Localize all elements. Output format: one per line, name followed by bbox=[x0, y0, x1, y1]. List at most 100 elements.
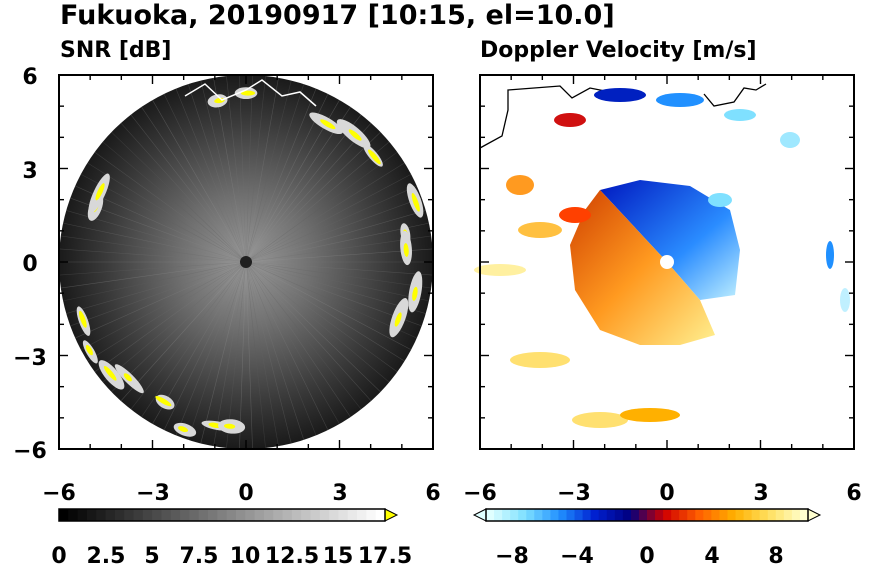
snr-ray bbox=[66, 210, 247, 263]
snr-echo-strong bbox=[403, 243, 409, 257]
snr-ray bbox=[245, 261, 422, 327]
snr-ray bbox=[245, 261, 351, 418]
velocity-echo bbox=[518, 222, 562, 238]
snr-echo-strong bbox=[411, 193, 420, 212]
snr-ray bbox=[245, 261, 340, 425]
snr-colorbar-bin bbox=[96, 509, 107, 521]
snr-ray bbox=[163, 261, 247, 431]
velocity-echo bbox=[554, 113, 586, 127]
snr-ray bbox=[226, 261, 247, 449]
velocity-colorbar-bin bbox=[542, 509, 551, 521]
colorbar-tick-label: −8 bbox=[495, 544, 529, 569]
snr-ray bbox=[60, 261, 247, 289]
velocity-colorbar-bin bbox=[767, 509, 777, 521]
colorbar-tick-label: 12.5 bbox=[265, 544, 319, 569]
snr-ray bbox=[163, 93, 247, 263]
snr-coastline bbox=[184, 79, 317, 107]
snr-echo-strong bbox=[412, 286, 418, 301]
snr-ray bbox=[226, 75, 247, 263]
snr-echo-strong bbox=[348, 129, 362, 141]
velocity-echo bbox=[572, 412, 628, 428]
snr-colorbar-bin bbox=[170, 509, 181, 521]
x-tick-label: 6 bbox=[425, 481, 440, 506]
snr-echo-strong bbox=[78, 310, 87, 328]
velocity-colorbar-tick-labels: −8 −4 0 4 8 bbox=[495, 544, 784, 569]
velocity-colorbar-bin bbox=[550, 509, 559, 521]
x-tick-label: −3 bbox=[136, 481, 170, 506]
velocity-approaching-region bbox=[600, 180, 740, 300]
velocity-colorbar-bin bbox=[783, 509, 793, 521]
snr-ray bbox=[245, 131, 381, 263]
velocity-colorbar-bin bbox=[534, 509, 543, 521]
velocity-colorbar-bin bbox=[518, 509, 527, 521]
velocity-echo bbox=[620, 408, 680, 422]
y-tick-label: 3 bbox=[22, 159, 37, 184]
colorbar-tick-label: 7.5 bbox=[180, 544, 219, 569]
velocity-colorbar-bin bbox=[671, 509, 680, 521]
velocity-colorbar-bin bbox=[791, 509, 801, 521]
snr-colorbar-bin bbox=[254, 509, 265, 521]
velocity-colorbar-bin bbox=[598, 509, 608, 521]
snr-ray bbox=[245, 261, 317, 436]
snr-panel: SNR [dB] 6 3 0 −3 −6 −6 −3 0 3 6 0 bbox=[13, 38, 441, 569]
snr-ray bbox=[87, 162, 247, 263]
velocity-colorbar-bin bbox=[502, 509, 511, 521]
x-tick-label: 0 bbox=[659, 481, 674, 506]
snr-ray bbox=[245, 173, 412, 263]
velocity-colorbar-extend-max bbox=[807, 508, 822, 522]
snr-ray bbox=[245, 261, 362, 410]
snr-ray bbox=[245, 75, 266, 263]
snr-echo-strong bbox=[223, 423, 236, 429]
snr-ray bbox=[187, 84, 247, 263]
snr-ray bbox=[59, 261, 247, 276]
snr-colorbar-bin bbox=[226, 509, 237, 521]
snr-colorbar-bin bbox=[375, 509, 386, 521]
snr-ray bbox=[75, 185, 247, 263]
colorbar-tick-label: 4 bbox=[704, 544, 719, 569]
velocity-echo bbox=[559, 207, 591, 223]
snr-colorbar-bin bbox=[124, 509, 135, 521]
velocity-panel: Doppler Velocity [m/s] −6 −3 0 3 6 −8 −4… bbox=[463, 38, 862, 569]
x-tick-label: −6 bbox=[463, 481, 497, 506]
snr-ray bbox=[245, 88, 317, 263]
velocity-colorbar-bin bbox=[663, 509, 672, 521]
snr-colorbar-bin bbox=[319, 509, 330, 521]
colorbar-tick-label: 2.5 bbox=[87, 544, 126, 569]
velocity-colorbar-bin bbox=[606, 509, 616, 521]
snr-ray bbox=[245, 185, 417, 263]
colorbar-tick-label: 0 bbox=[639, 544, 654, 569]
snr-ray bbox=[102, 261, 247, 383]
snr-colorbar-bin bbox=[235, 509, 246, 521]
x-tick-label: 0 bbox=[238, 481, 253, 506]
velocity-colorbar-bin bbox=[695, 509, 704, 521]
colorbar-tick-label: 8 bbox=[768, 544, 783, 569]
snr-ray bbox=[245, 77, 279, 263]
snr-ray bbox=[175, 261, 247, 436]
snr-ray bbox=[245, 261, 381, 393]
snr-colorbar-bin bbox=[357, 509, 367, 521]
snr-colorbar-bin bbox=[198, 509, 209, 521]
velocity-colorbar-bin bbox=[582, 509, 592, 521]
figure-title: Fukuoka, 20190917 [10:15, el=10.0] bbox=[60, 0, 615, 31]
snr-clutter-echoes bbox=[76, 87, 424, 437]
snr-radar-center bbox=[240, 256, 252, 268]
velocity-echo bbox=[840, 288, 850, 312]
snr-ray bbox=[213, 261, 247, 447]
snr-ray bbox=[239, 261, 247, 449]
snr-ray bbox=[70, 261, 247, 327]
snr-ray bbox=[245, 261, 398, 373]
velocity-colorbar-bin bbox=[622, 509, 632, 521]
snr-colorbar-tick-labels: 0 2.5 5 7.5 10 12.5 15 17.5 bbox=[51, 544, 412, 569]
velocity-echo bbox=[708, 193, 732, 207]
snr-ray bbox=[187, 261, 247, 440]
velocity-echo bbox=[474, 264, 526, 276]
snr-colorbar-bin bbox=[180, 509, 190, 521]
snr-ray bbox=[245, 261, 417, 339]
y-tick-label: 0 bbox=[22, 252, 37, 277]
snr-ray bbox=[245, 261, 390, 383]
x-tick-label: −3 bbox=[557, 481, 591, 506]
snr-ray bbox=[94, 261, 247, 373]
velocity-colorbar-bin bbox=[574, 509, 584, 521]
snr-ray bbox=[245, 114, 362, 263]
velocity-echo bbox=[826, 241, 834, 269]
